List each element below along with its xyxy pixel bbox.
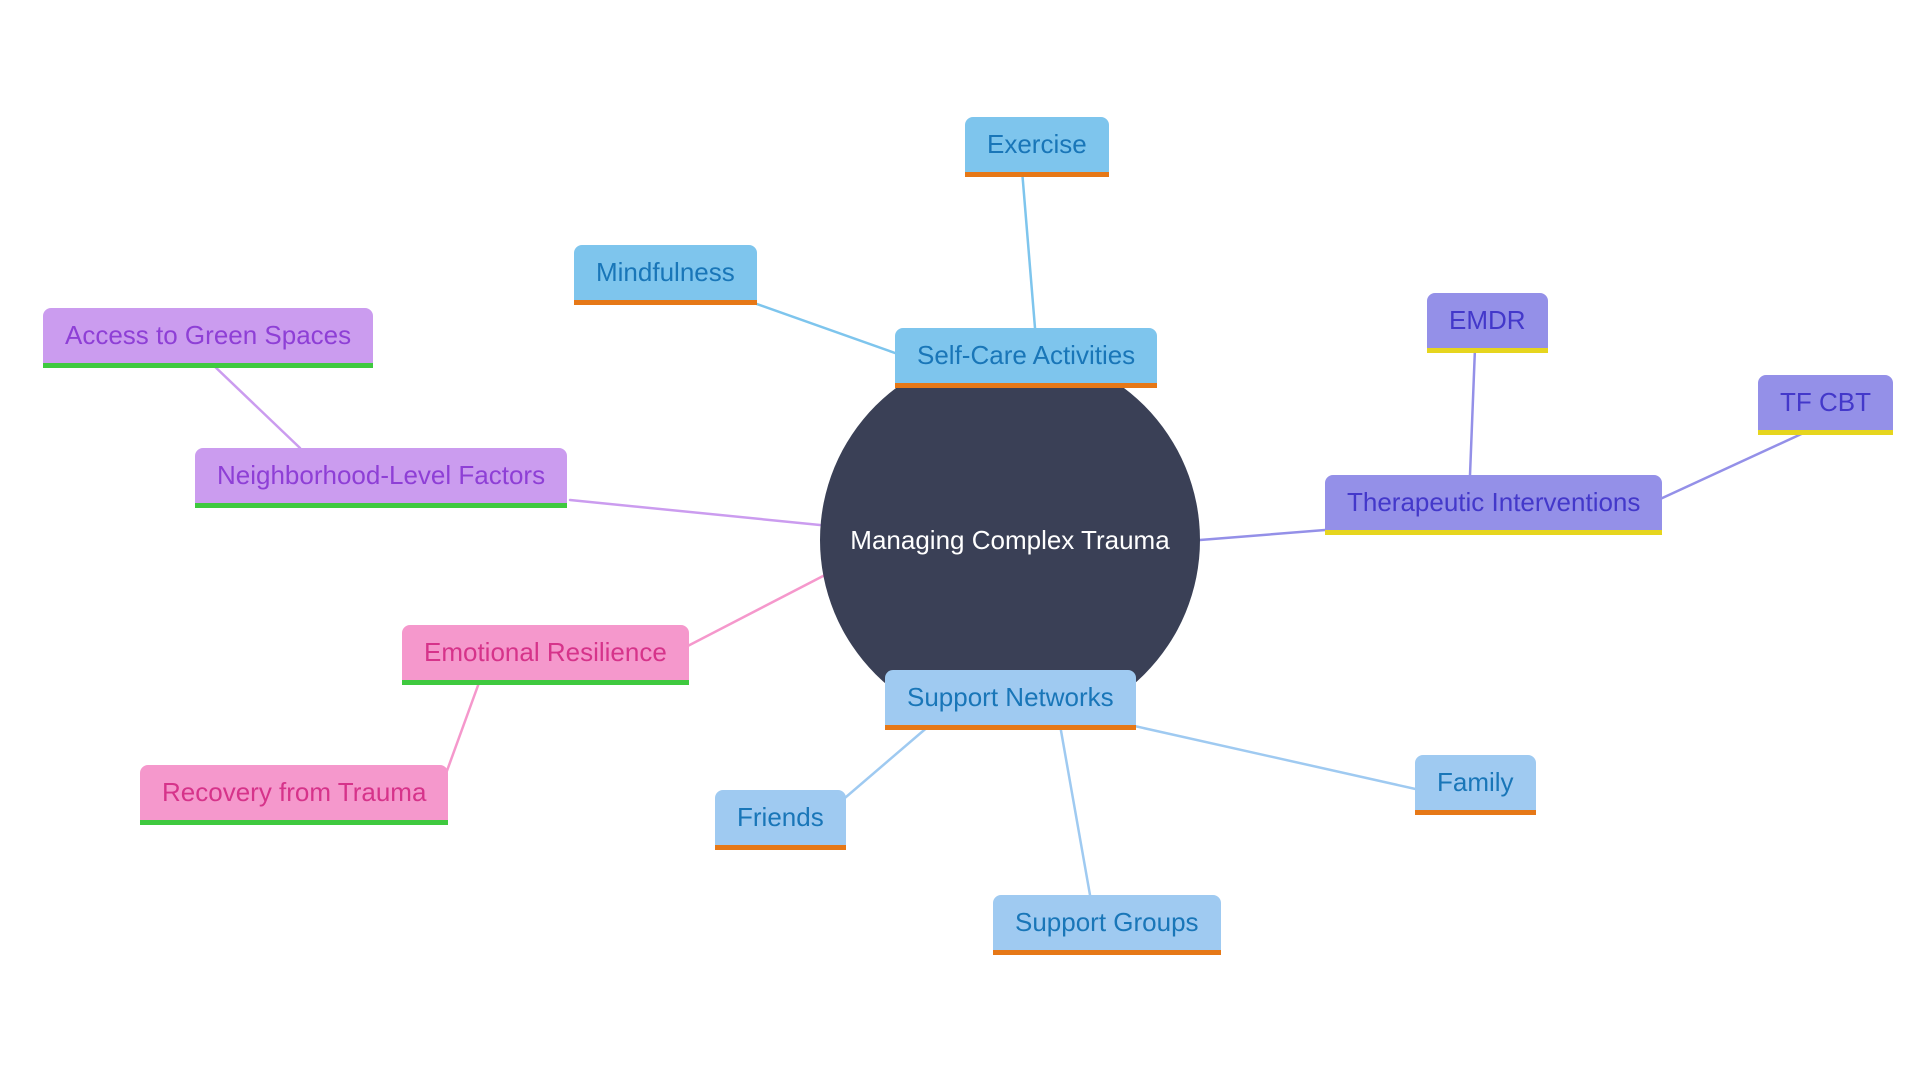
branch-support: Support Networks — [885, 670, 1136, 730]
mindmap-canvas: Managing Complex Trauma Self-Care Activit… — [0, 0, 1920, 1080]
branch-emotional: Emotional Resilience — [402, 625, 689, 685]
leaf-recovery: Recovery from Trauma — [140, 765, 448, 825]
center-label: Managing Complex Trauma — [820, 525, 1199, 556]
branch-selfcare: Self-Care Activities — [895, 328, 1157, 388]
leaf-tfcbt: TF CBT — [1758, 375, 1893, 435]
leaf-supportgroups: Support Groups — [993, 895, 1221, 955]
branch-neighborhood: Neighborhood-Level Factors — [195, 448, 567, 508]
leaf-friends: Friends — [715, 790, 846, 850]
leaf-emdr: EMDR — [1427, 293, 1548, 353]
leaf-family: Family — [1415, 755, 1536, 815]
branch-therapeutic: Therapeutic Interventions — [1325, 475, 1662, 535]
leaf-greenspaces: Access to Green Spaces — [43, 308, 373, 368]
leaf-mindfulness: Mindfulness — [574, 245, 757, 305]
leaf-exercise: Exercise — [965, 117, 1109, 177]
